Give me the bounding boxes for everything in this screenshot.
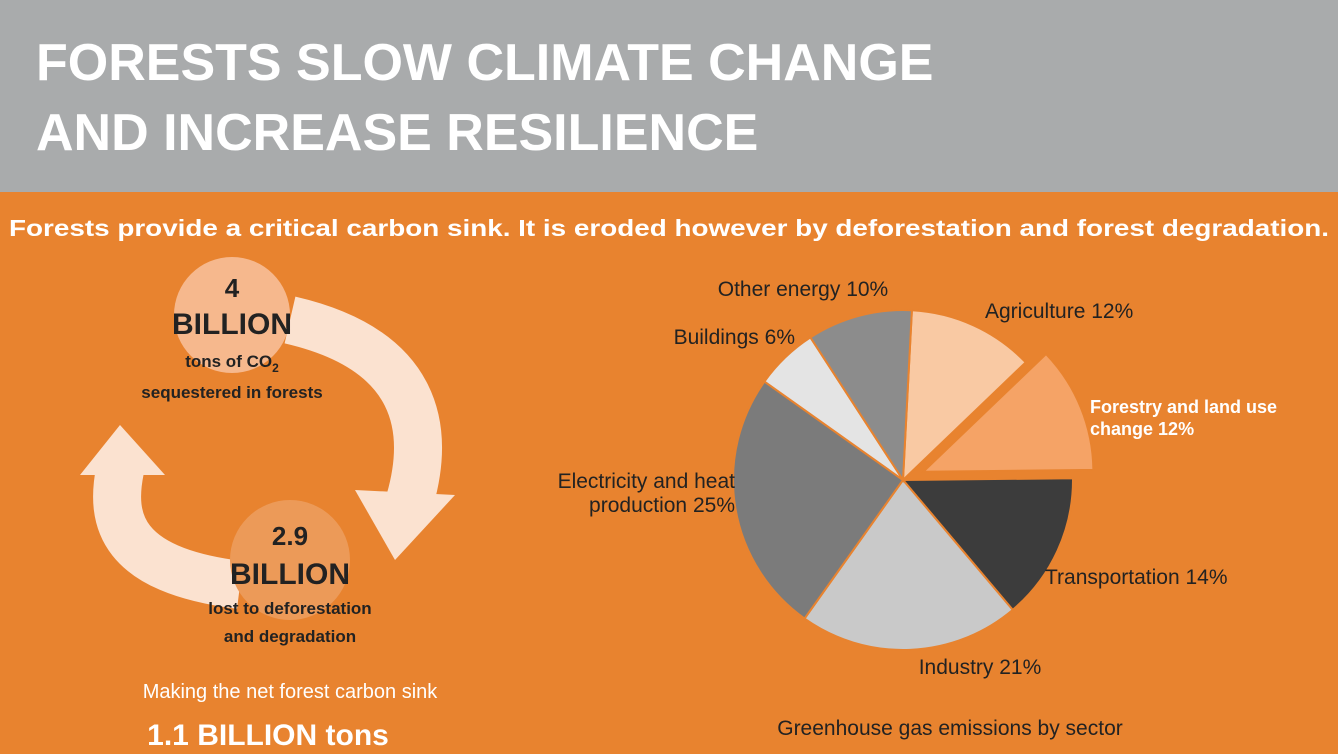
value-label: 14% [1185,566,1227,589]
value-label: 21% [999,656,1041,679]
category: Other energy [718,278,841,301]
category: Industry [919,656,994,679]
sink-text: and degradation [224,627,356,646]
sink-unit: BILLION [172,308,292,341]
value-label: 10% [846,278,888,301]
sink-number: 4 [225,273,240,303]
canvas: FORESTS SLOW CLIMATE CHANGE AND INCREASE… [0,0,1338,754]
slice-label: Other energy 10% [663,278,943,302]
title-line: AND INCREASE RESILIENCE [36,104,758,162]
category: Transportation [1045,566,1180,589]
sink-text: sequestered in forests [141,383,322,402]
sink-text: tons of CO [185,352,272,371]
slice-label: Agriculture 12% [985,300,1245,324]
net-text: Making the net forest carbon sink [143,681,439,703]
pie [733,310,1093,650]
value-label: 25% [693,494,735,517]
sink-number: 2.9 [272,521,308,551]
slice-label: Electricity and heat production 25% [495,470,735,518]
slice-label: Transportation 14% [1045,566,1305,590]
subtitle: Forests provide a critical carbon sink. … [9,215,1329,241]
sink-unit: BILLION [230,558,350,591]
sink-text: lost to deforestation [208,599,371,618]
category: Buildings [674,326,759,349]
slice-label: Industry 21% [860,656,1100,680]
infographic: FORESTS SLOW CLIMATE CHANGE AND INCREASE… [0,0,1338,754]
chart-title: Greenhouse gas emissions by sector [777,717,1123,740]
header-band [0,0,1338,192]
category: Agriculture [985,300,1085,323]
net-value: 1.1 BILLION tons [147,719,389,752]
subscript: 2 [272,361,279,375]
slice-label: Buildings 6% [595,326,795,350]
value-label: 6% [765,326,795,349]
value-label: 12% [1158,419,1194,439]
value-label: 12% [1091,300,1133,323]
title-line: FORESTS SLOW CLIMATE CHANGE [36,34,933,92]
slice-label: Forestry and land use change 12% [1090,396,1335,440]
